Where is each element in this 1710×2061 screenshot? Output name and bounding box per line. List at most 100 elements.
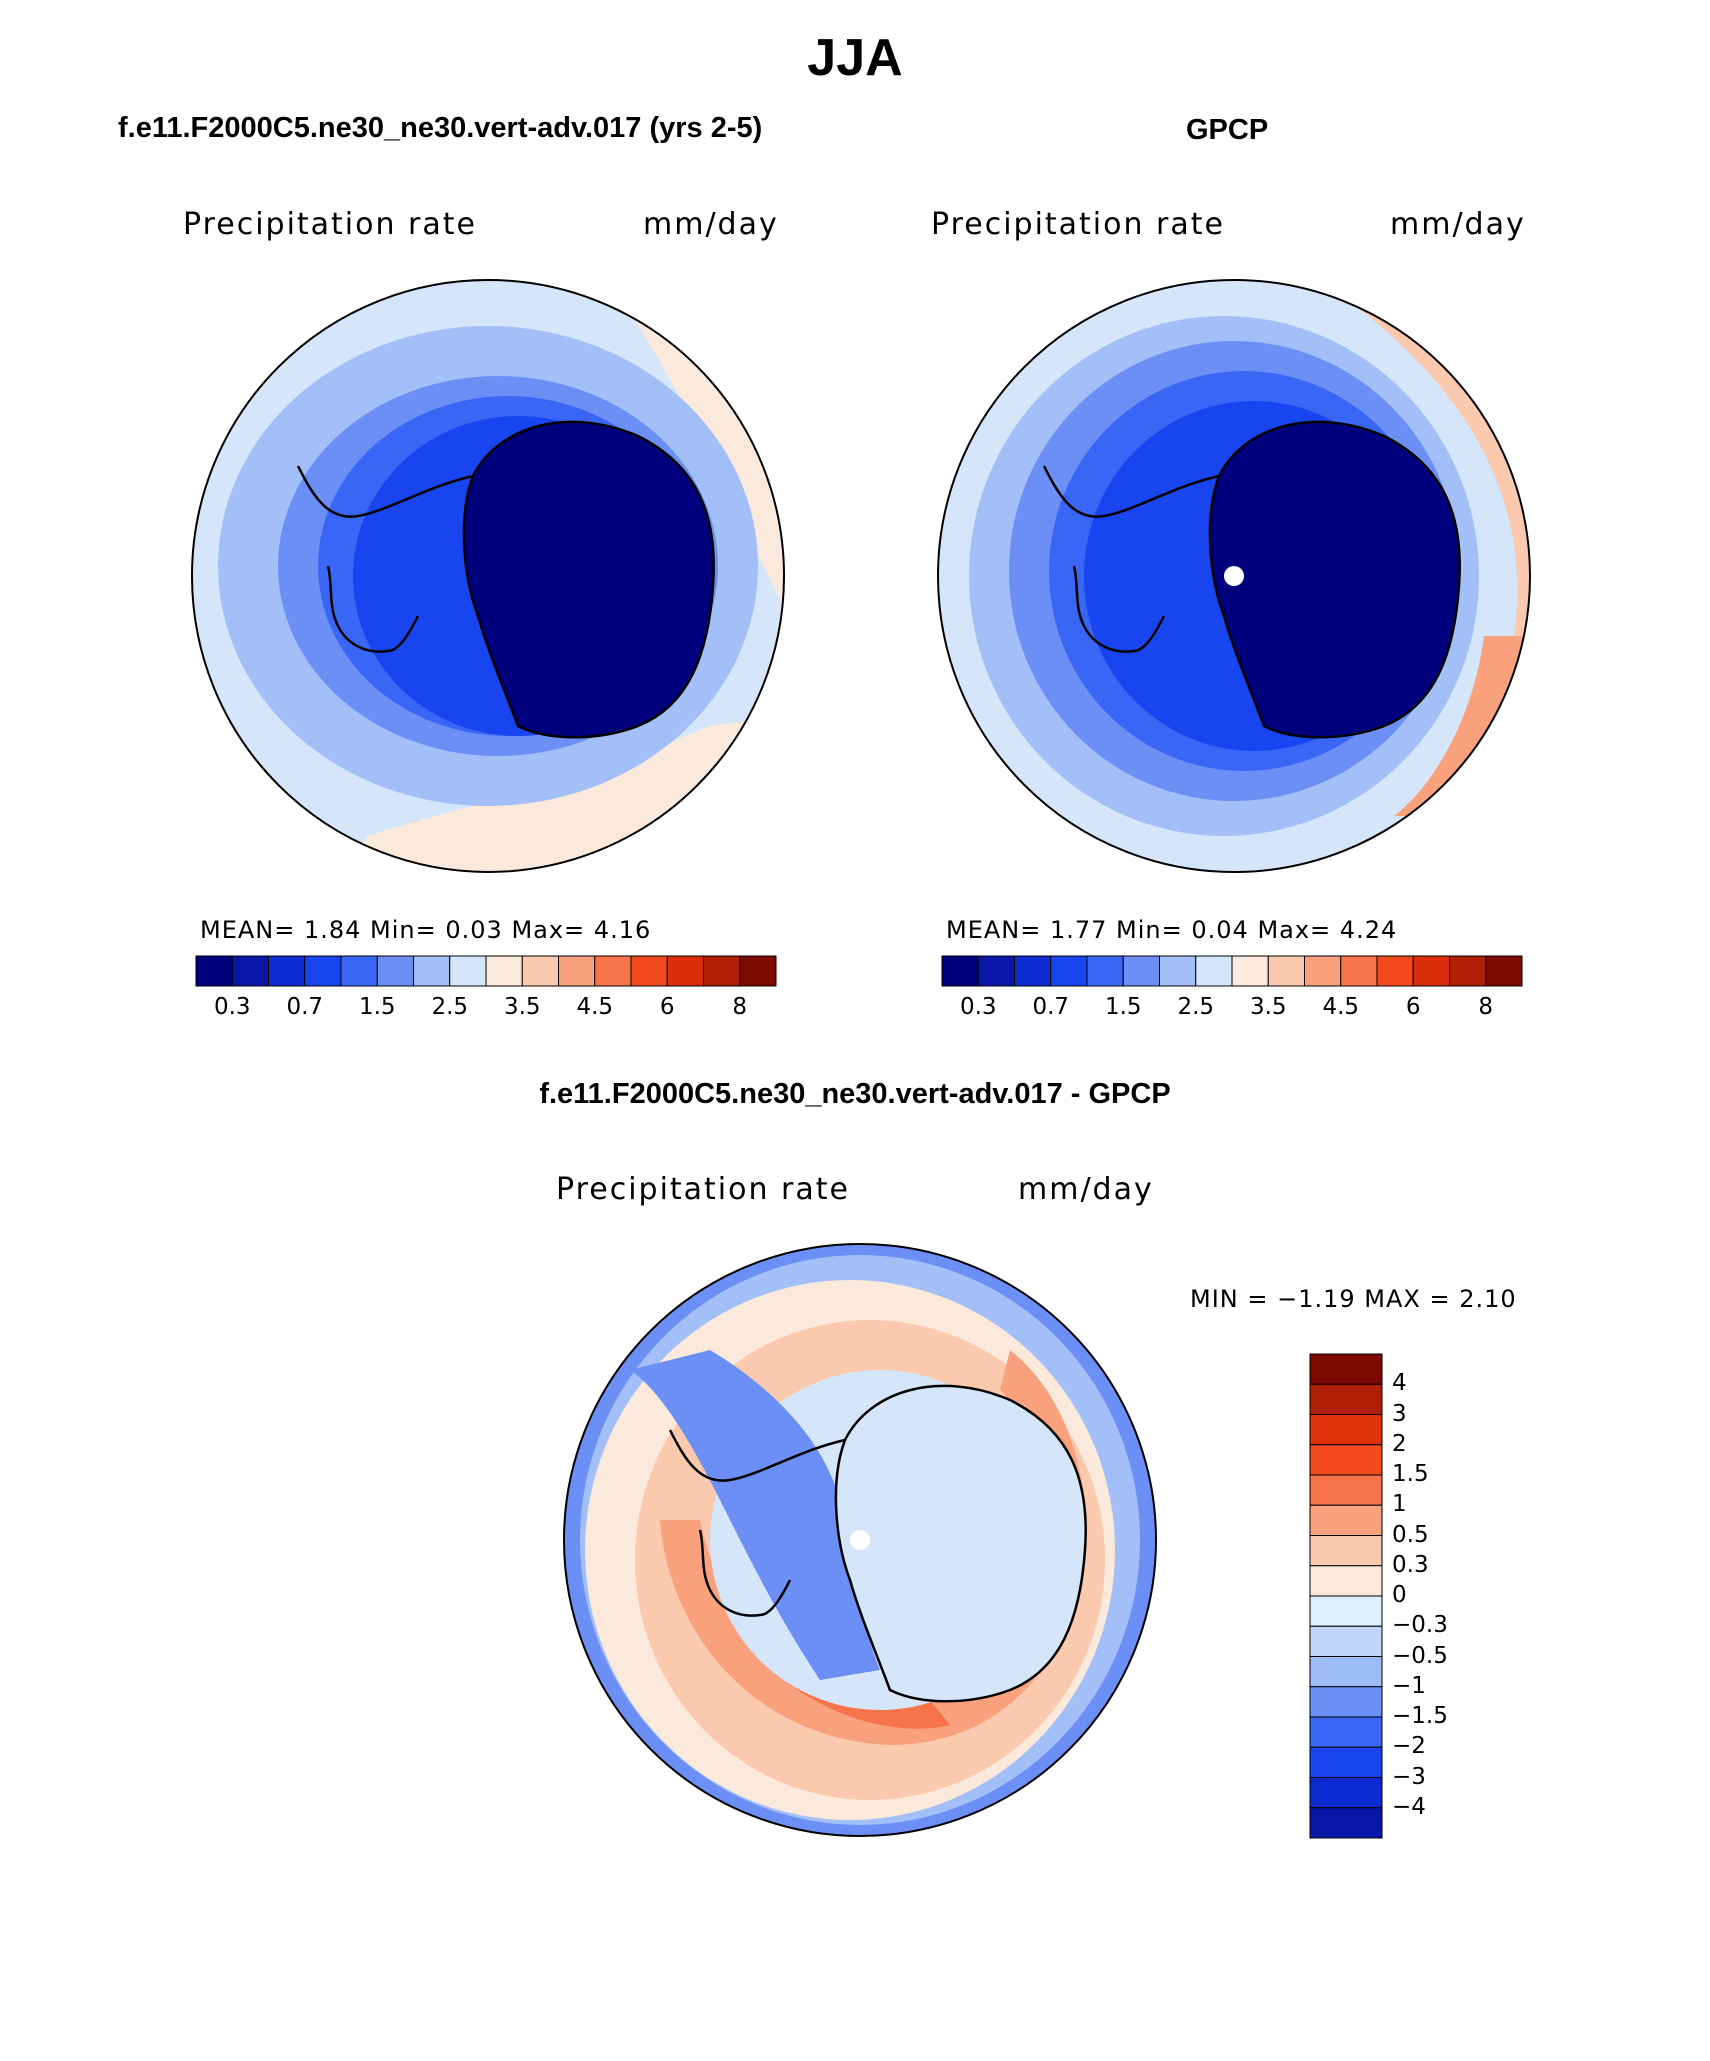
- panel2-colorbar-swatch: [1231, 955, 1269, 987]
- panel2-colorbar-tick-label: 8: [1478, 994, 1494, 1020]
- diff-strong-ring: [660, 1350, 1086, 1745]
- panel2-colorbar-swatch: [1195, 955, 1233, 987]
- panel2-colorbar-swatch: [977, 955, 1015, 987]
- diff-colorbar-swatch: [1309, 1656, 1383, 1688]
- panel1-colorbar-tick-label: 3.5: [503, 994, 541, 1020]
- diff-stats: MIN = −1.19 MAX = 2.10: [1190, 1285, 1517, 1313]
- diff-colorbar-tick-label: 0.3: [1392, 1551, 1429, 1578]
- diff-colorbar-swatch: [1309, 1383, 1383, 1415]
- panel1-colorbar-swatch: [340, 955, 378, 987]
- diff-colorbar-swatch: [1309, 1504, 1383, 1536]
- panel2-colorbar-swatch: [941, 955, 979, 987]
- panel2-colorbar-tick-label: 0.7: [1032, 994, 1070, 1020]
- panel1-antarctica: [462, 420, 715, 739]
- panel2-polar-map: [937, 279, 1531, 873]
- diff-colorbar-tick-label: −2: [1392, 1733, 1426, 1760]
- diff-colorbar-swatch: [1309, 1565, 1383, 1597]
- panel2-antarctica: [1208, 420, 1461, 739]
- panel1-variable-label: Precipitation rate: [183, 207, 477, 242]
- diff-polar-map: [563, 1243, 1157, 1837]
- diff-colorbar-labels: 4 3 2 1.5 1 0.5 0.3 0 −0.3 −0.5 −1 −1.5 −2 −3 −4: [1392, 1354, 1472, 1838]
- panel2-variable-label: Precipitation rate: [931, 207, 1225, 242]
- panel2-colorbar-tick-label: 2.5: [1177, 994, 1215, 1020]
- panel1-colorbar-tick-label: 6: [659, 994, 675, 1020]
- panel2-colorbar-swatch: [1267, 955, 1305, 987]
- panel2-colorbar-swatch: [1376, 955, 1414, 987]
- diff-colorbar-tick-label: −0.5: [1392, 1642, 1448, 1669]
- panel2-colorbar-tick-label: 1.5: [1104, 994, 1142, 1020]
- panel2-stats: MEAN= 1.77 Min= 0.04 Max= 4.24: [946, 916, 1398, 944]
- panel1-colorbar-tick-label: 2.5: [431, 994, 469, 1020]
- diff-colorbar-swatch: [1309, 1777, 1383, 1809]
- diff-negative-sector: [630, 1350, 880, 1680]
- diff-colorbar-tick-label: −0.3: [1392, 1612, 1448, 1639]
- panel1-colorbar-tick-label: 0.3: [213, 994, 251, 1020]
- panel1-antarctic-peninsula: [296, 465, 474, 653]
- panel1-colorbar: [195, 955, 777, 987]
- panel1-colorbar-swatch: [268, 955, 306, 987]
- panel1-colorbar-tick-label: 8: [732, 994, 748, 1020]
- panel2-title: GPCP: [1186, 114, 1269, 146]
- panel2-pole-missing-dot: [1224, 566, 1244, 586]
- panel1-title: f.e11.F2000C5.ne30_ne30.vert-adv.017 (yr…: [118, 112, 763, 144]
- panel2-units-label: mm/day: [1390, 207, 1526, 242]
- diff-units-label: mm/day: [1018, 1172, 1154, 1207]
- diff-antarctic-peninsula: [668, 1429, 846, 1617]
- panel2-colorbar-tick-label: 4.5: [1322, 994, 1360, 1020]
- panel2-antarctic-peninsula: [1042, 465, 1220, 653]
- panel1-colorbar-swatch: [703, 955, 741, 987]
- diff-pole-missing-dot: [850, 1530, 870, 1550]
- diff-colorbar-tick-label: 1.5: [1392, 1461, 1429, 1487]
- panel1-colorbar-swatch: [195, 955, 233, 987]
- panel1-colorbar-swatch: [558, 955, 596, 987]
- diff-colorbar-swatch: [1309, 1625, 1383, 1657]
- diff-colorbar-tick-label: −1.5: [1392, 1703, 1448, 1729]
- panel2-colorbar-swatch: [1304, 955, 1342, 987]
- panel2-colorbar-swatch: [1449, 955, 1487, 987]
- panel1-units-label: mm/day: [643, 207, 779, 242]
- panel2-colorbar-swatch: [1412, 955, 1450, 987]
- panel2-colorbar-swatch: [1340, 955, 1378, 987]
- panel1-colorbar-swatch: [376, 955, 414, 987]
- diff-variable-label: Precipitation rate: [556, 1172, 850, 1207]
- panel1-colorbar-swatch: [666, 955, 704, 987]
- diff-colorbar-tick-label: 4: [1392, 1370, 1407, 1397]
- diff-antarctica: [834, 1384, 1087, 1703]
- panel1-colorbar-tick-label: 4.5: [576, 994, 614, 1020]
- panel2-colorbar-swatch: [1050, 955, 1088, 987]
- diff-colorbar-tick-label: 0: [1392, 1582, 1407, 1608]
- panel1-stats: MEAN= 1.84 Min= 0.03 Max= 4.16: [200, 916, 652, 944]
- page-title: JJA: [807, 29, 903, 87]
- diff-colorbar-swatch: [1309, 1353, 1383, 1385]
- panel1-colorbar-swatch: [521, 955, 559, 987]
- panel1-colorbar-swatch: [449, 955, 487, 987]
- panel1-colorbar-tick-label: 0.7: [286, 994, 324, 1020]
- diff-title: f.e11.F2000C5.ne30_ne30.vert-adv.017 - G…: [539, 1078, 1171, 1110]
- diff-colorbar-tick-label: −4: [1392, 1793, 1426, 1820]
- panel2-colorbar-swatch: [1485, 955, 1523, 987]
- panel2-colorbar: [941, 955, 1523, 987]
- panel1-colorbar-swatch: [594, 955, 632, 987]
- panel2-colorbar-labels: 0.3 0.7 1.5 2.5 3.5 4.5 6 8: [942, 994, 1522, 1024]
- panel2-colorbar-swatch: [1122, 955, 1160, 987]
- diff-colorbar-tick-label: −1: [1392, 1672, 1426, 1699]
- diff-colorbar-tick-label: 1: [1392, 1491, 1407, 1518]
- diff-colorbar-swatch: [1309, 1746, 1383, 1778]
- panel2-colorbar-swatch: [1014, 955, 1052, 987]
- diff-colorbar-swatch: [1309, 1414, 1383, 1446]
- diff-colorbar-swatch: [1309, 1444, 1383, 1476]
- panel1-colorbar-swatch: [413, 955, 451, 987]
- panel2-colorbar-swatch: [1086, 955, 1124, 987]
- diff-colorbar-swatch: [1309, 1686, 1383, 1718]
- diff-colorbar: [1309, 1353, 1383, 1839]
- panel2-positive-anomaly-e: [1314, 280, 1530, 872]
- diff-colorbar-tick-label: 3: [1392, 1400, 1407, 1427]
- diff-colorbar-swatch: [1309, 1716, 1383, 1748]
- diff-colorbar-swatch: [1309, 1807, 1383, 1839]
- panel1-colorbar-swatch: [485, 955, 523, 987]
- panel2-colorbar-swatch: [1159, 955, 1197, 987]
- diff-colorbar-swatch: [1309, 1535, 1383, 1567]
- diff-colorbar-tick-label: 0.5: [1392, 1521, 1429, 1548]
- panel2-colorbar-tick-label: 0.3: [959, 994, 997, 1020]
- diff-colorbar-swatch: [1309, 1474, 1383, 1506]
